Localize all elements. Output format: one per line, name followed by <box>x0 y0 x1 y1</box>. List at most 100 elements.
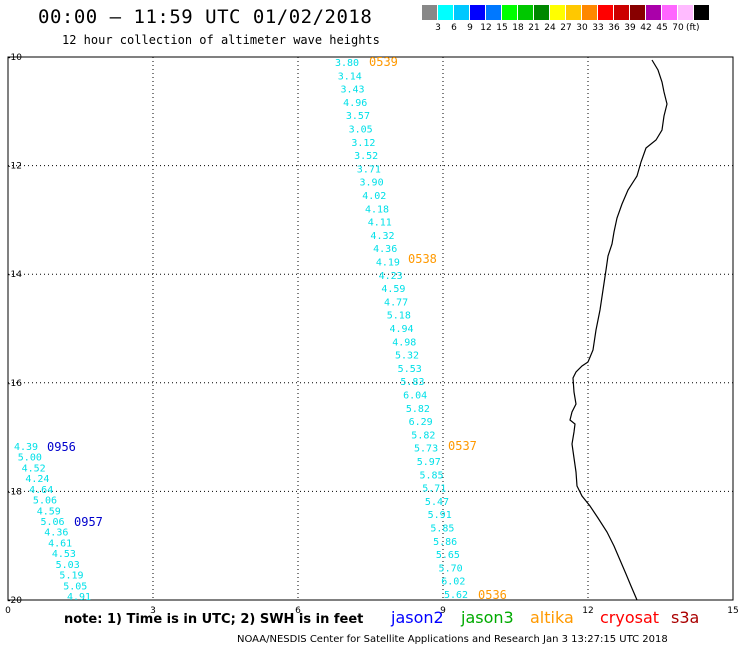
wave-height-value: 4.64 <box>29 485 53 496</box>
y-tick-label: -20 <box>7 596 22 606</box>
map-title: 00:00 – 11:59 UTC 01/02/2018 <box>38 6 373 28</box>
wave-height-value: 4.96 <box>343 98 367 109</box>
wave-height-value: 5.85 <box>430 524 454 535</box>
axis-ticks: 0 3 6 9 12 15 -10 -12 -14 -16 -18 -20 <box>5 53 739 616</box>
wave-height-value: 4.02 <box>362 191 386 202</box>
satellite-legend-entry: jason2 <box>391 608 444 627</box>
wave-height-value: 4.24 <box>25 474 49 485</box>
wave-height-value: 5.71 <box>422 484 446 495</box>
wave-height-value: 4.23 <box>379 271 403 282</box>
pass-time-label: 0957 <box>74 515 103 529</box>
color-scale-label: 36 <box>608 23 620 33</box>
pass-time-label: 0538 <box>408 252 437 266</box>
color-swatch <box>614 5 630 20</box>
wave-height-value: 4.18 <box>365 204 389 215</box>
color-swatch <box>566 5 582 20</box>
map-grid <box>8 57 733 600</box>
wave-height-value: 4.61 <box>48 538 72 549</box>
x-tick-label: 6 <box>295 606 301 616</box>
y-tick-label: -16 <box>7 379 22 389</box>
wave-height-value: 3.57 <box>346 111 370 122</box>
color-swatch <box>502 5 518 20</box>
wave-height-value: 4.98 <box>392 337 416 348</box>
wave-height-value: 4.59 <box>37 506 61 517</box>
x-tick-label: 15 <box>727 606 738 616</box>
wave-height-value: 5.62 <box>444 590 468 601</box>
color-swatch <box>534 5 550 20</box>
color-swatch <box>518 5 534 20</box>
wave-height-value: 4.19 <box>376 258 400 269</box>
observations-west-track: 4.395.004.524.244.645.064.595.064.364.61… <box>14 442 91 603</box>
wave-height-value: 5.83 <box>400 377 424 388</box>
pass-time-label: 0539 <box>369 55 398 69</box>
wave-height-value: 5.18 <box>387 311 411 322</box>
wave-height-value: 3.43 <box>340 85 364 96</box>
wave-height-value: 3.90 <box>360 178 384 189</box>
wave-height-value: 6.29 <box>409 417 433 428</box>
wave-height-value: 5.19 <box>59 571 83 582</box>
wave-height-value: 4.39 <box>14 442 38 453</box>
y-tick-label: -18 <box>7 487 22 497</box>
color-swatch <box>422 5 438 20</box>
wave-height-value: 5.03 <box>56 560 80 571</box>
wave-height-value: 5.86 <box>433 537 457 548</box>
pass-time-label: 0536 <box>478 588 507 602</box>
color-scale-label: 18 <box>512 23 524 33</box>
color-scale-label: 30 <box>576 23 588 33</box>
wave-height-value: 5.82 <box>406 404 430 415</box>
wave-height-value: 3.05 <box>349 125 373 136</box>
map-subtitle: 12 hour collection of altimeter wave hei… <box>62 33 380 47</box>
wave-height-value: 6.02 <box>441 577 465 588</box>
color-scale-label: 70 <box>672 23 684 33</box>
color-scale-label: 15 <box>496 23 508 33</box>
wave-height-value: 5.00 <box>18 453 42 464</box>
wave-height-value: 4.53 <box>52 549 76 560</box>
wave-height-value: 4.59 <box>381 284 405 295</box>
y-tick-label: -10 <box>7 53 22 63</box>
coastline <box>569 59 668 601</box>
color-scale-label: 42 <box>640 23 652 33</box>
satellite-legend-entry: altika <box>530 608 574 627</box>
wave-height-value: 5.32 <box>395 351 419 362</box>
color-scale-label: 24 <box>544 23 556 33</box>
color-swatch <box>550 5 566 20</box>
pass-time-label: 0537 <box>448 439 477 453</box>
color-scale-label: 12 <box>480 23 492 33</box>
map-frame <box>7 56 734 601</box>
y-tick-label: -14 <box>7 270 22 280</box>
wave-height-value: 4.36 <box>373 244 397 255</box>
color-swatch <box>454 5 470 20</box>
wave-height-value: 4.11 <box>368 218 392 229</box>
wave-height-value: 4.52 <box>22 463 46 474</box>
x-tick-label: 12 <box>582 606 593 616</box>
wave-height-value: 5.65 <box>436 550 460 561</box>
wave-height-value: 5.70 <box>439 563 463 574</box>
wave-height-value: 3.52 <box>354 151 378 162</box>
color-swatch <box>646 5 662 20</box>
color-scale-unit: (ft) <box>686 23 700 33</box>
wave-height-value: 4.91 <box>67 592 91 603</box>
color-swatch <box>486 5 502 20</box>
y-tick-label: -12 <box>7 162 22 172</box>
color-swatch <box>694 5 710 20</box>
color-scale-label: 27 <box>560 23 572 33</box>
color-swatch <box>582 5 598 20</box>
wave-height-value: 3.14 <box>338 71 362 82</box>
satellite-legend-entry: jason3 <box>461 608 514 627</box>
wave-height-value: 4.36 <box>44 528 68 539</box>
wave-height-value: 6.04 <box>403 391 427 402</box>
x-tick-label: 0 <box>5 606 11 616</box>
wave-height-value: 5.06 <box>41 517 65 528</box>
color-swatch <box>438 5 454 20</box>
wave-height-value: 5.91 <box>428 510 452 521</box>
units-note: note: 1) Time is in UTC; 2) SWH is in fe… <box>64 612 364 627</box>
satellite-legend-entry: s3a <box>671 608 700 627</box>
footer-credit: NOAA/NESDIS Center for Satellite Applica… <box>237 634 668 645</box>
x-tick-label: 9 <box>440 606 446 616</box>
observations-east-track: 3.80 3.14 3.43 4.96 3.57 3.05 3.12 3.52 3.71 3.90… <box>335 58 468 601</box>
color-scale-label: 9 <box>467 23 473 33</box>
pass-time-label: 0956 <box>47 440 76 454</box>
color-scale-label: 33 <box>592 23 604 33</box>
wave-height-value: 5.47 <box>425 497 449 508</box>
color-swatch <box>678 5 694 20</box>
